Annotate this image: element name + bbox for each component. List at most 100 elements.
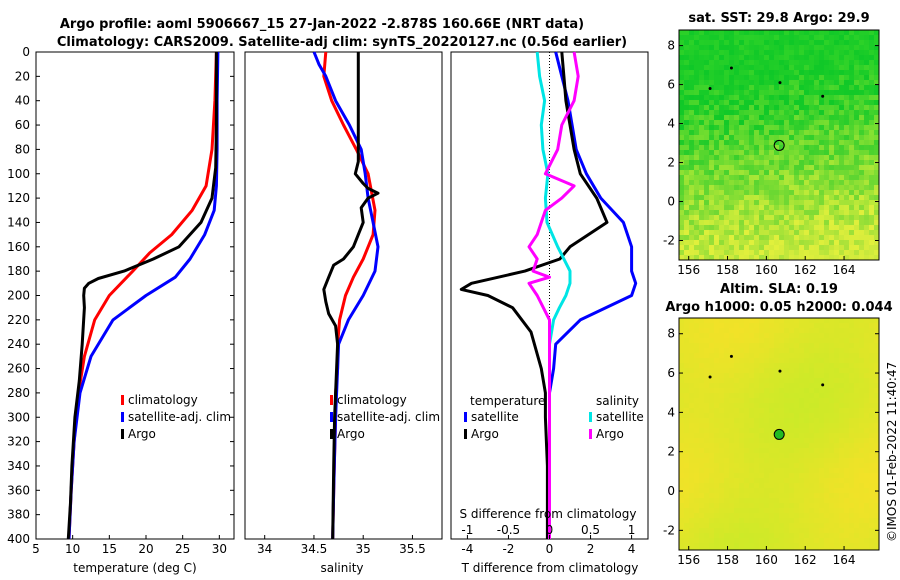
map-cell xyxy=(814,190,820,196)
map-cell xyxy=(819,518,825,524)
map-cell xyxy=(874,195,879,201)
map-cell xyxy=(809,125,815,131)
map-cell xyxy=(704,363,710,369)
map-cell xyxy=(714,413,720,419)
map-cell xyxy=(799,318,805,324)
map-cell xyxy=(764,55,770,61)
depth-tick-label: 40 xyxy=(15,94,30,108)
map-cell xyxy=(859,245,865,251)
map-cell xyxy=(804,373,810,379)
map-cell xyxy=(839,75,845,81)
map-cell xyxy=(829,323,835,329)
map-cell xyxy=(764,538,770,544)
map-cell xyxy=(789,105,795,111)
map-cell xyxy=(679,220,685,226)
map-cell xyxy=(844,120,850,126)
map-cell xyxy=(764,448,770,454)
map-cell xyxy=(704,145,710,151)
map-cell xyxy=(739,125,745,131)
map-cell xyxy=(749,318,755,324)
map-cell xyxy=(804,383,810,389)
legend-t-argo-label: Argo xyxy=(471,427,499,441)
map-cell xyxy=(759,373,765,379)
map-cell xyxy=(829,388,835,394)
map-cell xyxy=(829,135,835,141)
map-ytick-label: 4 xyxy=(667,117,675,131)
map-cell xyxy=(844,35,850,41)
map-cell xyxy=(764,338,770,344)
map-cell xyxy=(834,383,840,389)
map-cell xyxy=(739,55,745,61)
map-cell xyxy=(684,538,690,544)
map-cell xyxy=(724,70,730,76)
map-cell xyxy=(809,368,815,374)
map-cell xyxy=(744,513,750,519)
map-cell xyxy=(739,230,745,236)
map-cell xyxy=(699,513,705,519)
map-cell xyxy=(864,543,870,549)
map-cell xyxy=(839,368,845,374)
map-cell xyxy=(729,328,735,334)
map-cell xyxy=(694,343,700,349)
map-cell xyxy=(739,428,745,434)
map-cell xyxy=(734,200,740,206)
map-cell xyxy=(829,453,835,459)
map-cell xyxy=(734,35,740,41)
map-cell xyxy=(709,378,715,384)
map-cell xyxy=(724,423,730,429)
map-cell xyxy=(864,403,870,409)
map-cell xyxy=(744,180,750,186)
map-cell xyxy=(874,418,879,424)
map-cell xyxy=(859,190,865,196)
map-cell xyxy=(804,140,810,146)
map-cell xyxy=(754,518,760,524)
map-cell xyxy=(774,135,780,141)
map-cell xyxy=(719,125,725,131)
map-cell xyxy=(819,508,825,514)
map-cell xyxy=(799,518,805,524)
map-cell xyxy=(864,383,870,389)
map-cell xyxy=(739,110,745,116)
map-cell xyxy=(874,130,879,136)
map-cell xyxy=(754,55,760,61)
map-cell xyxy=(709,130,715,136)
map-cell xyxy=(804,393,810,399)
map-cell xyxy=(739,383,745,389)
map-cell xyxy=(719,323,725,329)
map-cell xyxy=(774,488,780,494)
map-cell xyxy=(704,478,710,484)
map-cell xyxy=(694,60,700,66)
map-cell xyxy=(679,443,685,449)
map-cell xyxy=(749,463,755,469)
map-cell xyxy=(839,383,845,389)
map-cell xyxy=(844,155,850,161)
map-cell xyxy=(854,90,860,96)
map-cell xyxy=(679,388,685,394)
map-cell xyxy=(819,493,825,499)
map-cell xyxy=(769,483,775,489)
map-cell xyxy=(714,180,720,186)
map-cell xyxy=(874,378,879,384)
map-cell xyxy=(844,80,850,86)
map-cell xyxy=(824,140,830,146)
map-cell xyxy=(799,225,805,231)
map-cell xyxy=(764,478,770,484)
map-cell xyxy=(759,323,765,329)
map-cell xyxy=(729,518,735,524)
map-cell xyxy=(779,125,785,131)
map-cell xyxy=(719,333,725,339)
map-cell xyxy=(754,388,760,394)
map-cell xyxy=(754,448,760,454)
map-cell xyxy=(854,338,860,344)
map-cell xyxy=(779,463,785,469)
map-cell xyxy=(804,75,810,81)
map-cell xyxy=(724,175,730,181)
map-cell xyxy=(869,398,875,404)
map-cell xyxy=(824,478,830,484)
map-cell xyxy=(849,503,855,509)
map-cell xyxy=(834,105,840,111)
map-cell xyxy=(709,230,715,236)
map-cell xyxy=(854,433,860,439)
map-cell xyxy=(859,498,865,504)
map-cell xyxy=(744,518,750,524)
